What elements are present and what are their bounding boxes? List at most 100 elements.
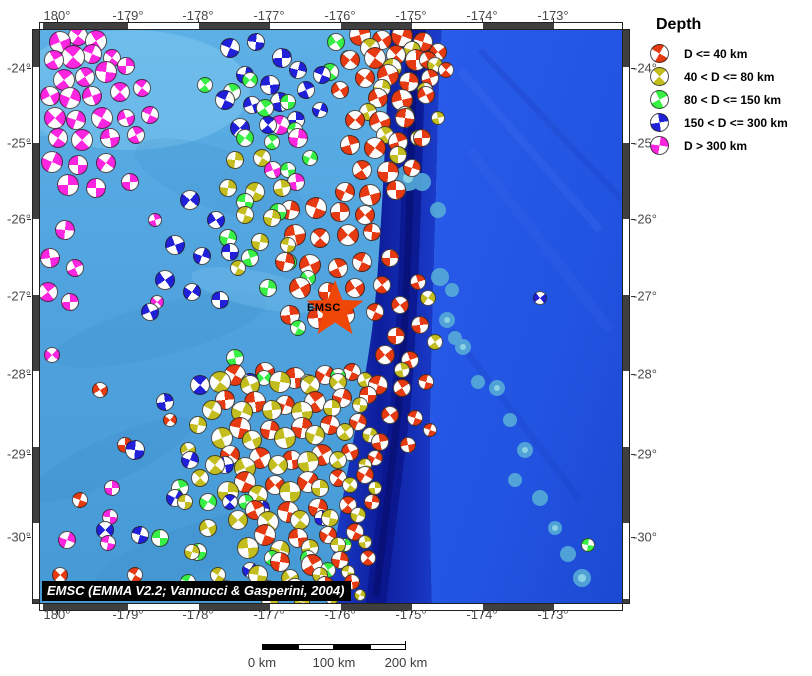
axis-label-lat-right: -26° <box>633 211 657 227</box>
beachball-shallow <box>410 274 426 290</box>
beachball-mid-shallow <box>202 400 222 420</box>
axis-label-lat-left: -30° <box>7 529 31 545</box>
beachball-very-deep <box>110 82 130 102</box>
beachball-shallow <box>407 410 423 426</box>
legend-title: Depth <box>656 16 702 33</box>
beachball-mid-shallow <box>420 290 436 306</box>
axis-label-lon-top: 180° <box>43 8 71 23</box>
axis-label-lon-top: -178° <box>182 8 214 23</box>
beachball-very-deep <box>82 44 102 64</box>
beachball-intermediate <box>199 493 217 511</box>
beachball-shallow <box>330 202 350 222</box>
scale-label: 200 km <box>384 655 428 670</box>
axis-label-lat-left: -28° <box>7 366 31 382</box>
axis-label-lon-top: -177° <box>253 8 285 23</box>
beachball-very-deep <box>141 106 159 124</box>
beachball-deep <box>131 526 149 544</box>
beachball-shallow <box>363 223 381 241</box>
beachball-deep <box>193 247 211 265</box>
beachball-very-deep <box>82 86 102 106</box>
beachball-mid-shallow <box>268 455 288 475</box>
beachball-very-deep <box>66 259 84 277</box>
star-icon <box>306 280 364 335</box>
beachball-very-deep <box>40 282 58 302</box>
beachball-deep <box>211 291 229 309</box>
beachball-very-deep <box>117 57 135 75</box>
axis-tick <box>57 611 58 615</box>
scale-segment <box>334 644 371 650</box>
beachball-mid-shallow <box>177 494 193 510</box>
axis-label-lat-left: -29° <box>7 446 31 462</box>
beachball-shallow <box>413 129 431 147</box>
axis-label-lon-top: -175° <box>395 8 427 23</box>
axis-tick <box>27 219 31 220</box>
axis-tick <box>553 611 554 615</box>
beachball-shallow <box>349 413 367 431</box>
beachball-shallow <box>275 252 295 272</box>
beachball-deep <box>533 291 547 305</box>
beachball-mid-shallow <box>263 209 281 227</box>
beachball-deep <box>181 451 199 469</box>
beachball-deep <box>156 393 174 411</box>
beachball-intermediate <box>280 94 296 110</box>
beachball-mid-shallow <box>226 151 244 169</box>
beachball-deep <box>190 375 210 395</box>
axis-tick <box>27 296 31 297</box>
beachball-shallow <box>387 327 405 345</box>
beachball-shallow <box>411 316 429 334</box>
beachball-mid-shallow <box>219 179 237 197</box>
beachball-mid-shallow <box>358 535 372 549</box>
beachball-deep <box>155 270 175 290</box>
beachball-deep <box>297 81 315 99</box>
beachball-very-deep <box>57 174 79 196</box>
beachball-very-deep <box>40 86 60 106</box>
legend-item: 80 < D <= 150 km <box>650 88 810 111</box>
beachball-intermediate <box>242 72 258 88</box>
legend-item: 40 < D <= 80 km <box>650 65 810 88</box>
beachball-very-deep <box>117 109 135 127</box>
legend-beachball-icon <box>650 113 669 132</box>
legend-item: D > 300 km <box>650 134 810 157</box>
scale-segment <box>298 644 334 650</box>
legend-item-label: 80 < D <= 150 km <box>684 92 782 107</box>
map-frame-right <box>622 29 630 604</box>
beachball-mid-shallow <box>329 451 347 469</box>
beachball-shallow <box>163 413 177 427</box>
beachball-shallow <box>340 50 360 70</box>
axis-tick <box>198 611 199 615</box>
beachball-shallow <box>345 278 365 298</box>
depth-legend: Depth D <= 40 km 40 < D <= 80 km 80 < D <=… <box>650 16 810 157</box>
beachball-very-deep <box>133 79 151 97</box>
beachball-very-deep <box>68 155 88 175</box>
axis-tick <box>269 611 270 615</box>
beachball-shallow <box>403 159 421 177</box>
axis-label-lon-top: -176° <box>324 8 356 23</box>
beachball-deep <box>183 283 201 301</box>
beachball-very-deep <box>59 87 81 109</box>
beachball-very-deep <box>100 535 116 551</box>
beachball-shallow <box>72 492 88 508</box>
beachball-shallow <box>359 184 381 206</box>
map-frame-top <box>39 22 623 30</box>
beachball-very-deep <box>148 213 162 227</box>
beachball-shallow <box>340 135 360 155</box>
axis-tick <box>553 18 554 22</box>
beachball-mid-shallow <box>352 397 368 413</box>
beachball-shallow <box>423 423 437 437</box>
beachball-shallow <box>331 81 349 99</box>
beachball-deep <box>221 243 239 261</box>
axis-label-lat-left: -27° <box>7 288 31 304</box>
beachball-shallow <box>375 345 395 365</box>
scale-segment <box>262 644 299 650</box>
axis-tick <box>57 18 58 22</box>
beachball-mid-shallow <box>262 400 282 420</box>
beachball-shallow <box>360 550 376 566</box>
axis-label-lat-right: -28° <box>633 366 657 382</box>
beachball-mid-shallow <box>205 455 225 475</box>
beachball-shallow <box>92 382 108 398</box>
beachball-intermediate <box>259 279 277 297</box>
beachball-very-deep <box>104 480 120 496</box>
beachball-intermediate <box>327 33 345 51</box>
beachball-shallow <box>331 551 349 569</box>
axis-tick <box>198 18 199 22</box>
